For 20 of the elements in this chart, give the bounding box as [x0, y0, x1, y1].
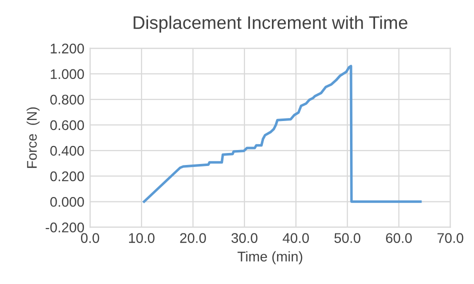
x-tick-label: 10.0	[129, 233, 154, 243]
x-tick-label: 70.0	[437, 233, 464, 243]
x-tick-label: 50.0	[334, 233, 360, 243]
chart-title: Displacement Increment with Time	[134, 16, 408, 33]
x-tick-label: 0.0	[80, 233, 100, 243]
y-tick-label: 1.200	[50, 44, 84, 54]
y-axis-title: Force (N)	[26, 107, 40, 168]
x-tick-label: 30.0	[231, 233, 258, 243]
y-tick-label: 1.000	[50, 69, 84, 80]
y-tick-label: 0.600	[50, 120, 84, 130]
x-tick-label: 40.0	[282, 233, 309, 243]
y-tick-label: 0.800	[50, 94, 84, 105]
line-series	[142, 64, 422, 203]
y-tick-label: 0.000	[50, 196, 84, 207]
y-tick-label: 0.200	[50, 171, 84, 182]
x-tick-label: 60.0	[386, 233, 412, 243]
x-tick-label: 20.0	[180, 233, 206, 243]
y-tick-label: -0.200	[46, 222, 84, 232]
y-tick-label: 0.400	[50, 146, 84, 156]
x-axis-title: Time (min)	[238, 251, 302, 264]
